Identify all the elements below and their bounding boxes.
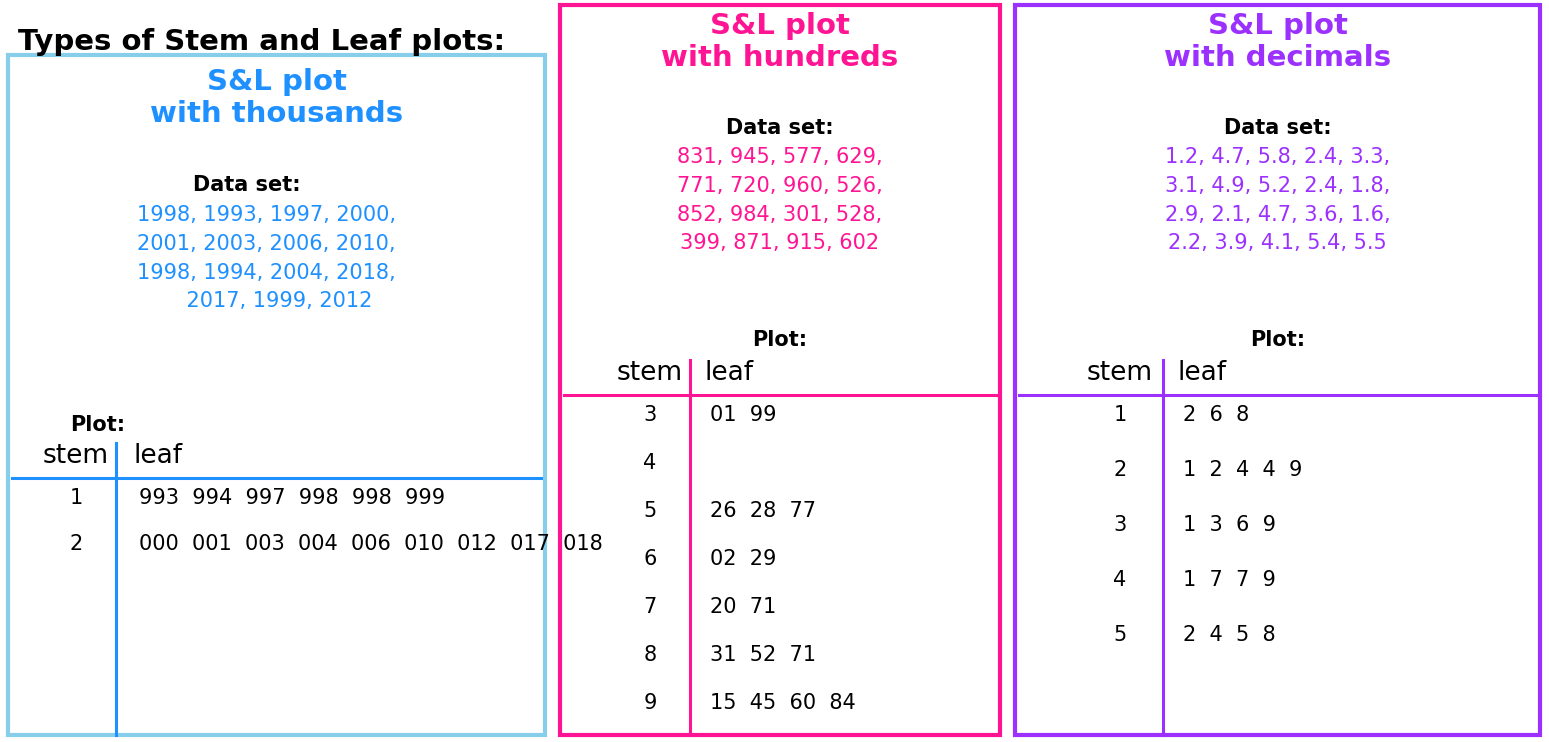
Text: Plot:: Plot: bbox=[70, 415, 125, 435]
Text: 1998, 1993, 1997, 2000,
2001, 2003, 2006, 2010,
1998, 1994, 2004, 2018,
    2017: 1998, 1993, 1997, 2000, 2001, 2003, 2006… bbox=[136, 205, 397, 312]
Text: Plot:: Plot: bbox=[1250, 330, 1306, 350]
Text: 31  52  71: 31 52 71 bbox=[709, 645, 816, 665]
Text: 1  3  6  9: 1 3 6 9 bbox=[1183, 515, 1276, 535]
Text: S&L plot
with thousands: S&L plot with thousands bbox=[150, 68, 403, 128]
Bar bbox=[8, 55, 545, 735]
Text: 2  6  8: 2 6 8 bbox=[1183, 405, 1248, 425]
Text: 20  71: 20 71 bbox=[709, 597, 776, 617]
Text: 1  7  7  9: 1 7 7 9 bbox=[1183, 570, 1276, 590]
Text: 1  2  4  4  9: 1 2 4 4 9 bbox=[1183, 460, 1303, 480]
Text: 993  994  997  998  998  999: 993 994 997 998 998 999 bbox=[139, 488, 445, 508]
Text: 3: 3 bbox=[1114, 515, 1126, 535]
Text: 831, 945, 577, 629,
771, 720, 960, 526,
852, 984, 301, 528,
399, 871, 915, 602: 831, 945, 577, 629, 771, 720, 960, 526, … bbox=[677, 147, 883, 254]
Text: 1: 1 bbox=[1114, 405, 1126, 425]
Text: 3: 3 bbox=[643, 405, 657, 425]
Text: 15  45  60  84: 15 45 60 84 bbox=[709, 693, 855, 713]
Text: 5: 5 bbox=[1114, 625, 1126, 645]
Text: 1: 1 bbox=[70, 488, 82, 508]
Text: 6: 6 bbox=[643, 549, 657, 569]
Text: 5: 5 bbox=[643, 501, 657, 521]
Text: Data set:: Data set: bbox=[192, 175, 301, 195]
Text: 4: 4 bbox=[643, 453, 657, 473]
Text: stem: stem bbox=[1087, 360, 1152, 386]
Text: 000  001  003  004  006  010  012  017  018: 000 001 003 004 006 010 012 017 018 bbox=[139, 534, 603, 554]
Bar bbox=[561, 5, 1001, 735]
Text: 9: 9 bbox=[643, 693, 657, 713]
Text: leaf: leaf bbox=[1177, 360, 1227, 386]
Text: S&L plot
with decimals: S&L plot with decimals bbox=[1163, 12, 1391, 73]
Text: leaf: leaf bbox=[135, 443, 183, 469]
Text: 26  28  77: 26 28 77 bbox=[709, 501, 816, 521]
Text: 4: 4 bbox=[1114, 570, 1126, 590]
Text: Types of Stem and Leaf plots:: Types of Stem and Leaf plots: bbox=[19, 28, 505, 56]
Text: 7: 7 bbox=[643, 597, 657, 617]
Text: 2  4  5  8: 2 4 5 8 bbox=[1183, 625, 1276, 645]
Text: stem: stem bbox=[43, 443, 108, 469]
Text: S&L plot
with hundreds: S&L plot with hundreds bbox=[661, 12, 898, 73]
Text: Data set:: Data set: bbox=[726, 118, 833, 138]
Text: Plot:: Plot: bbox=[753, 330, 807, 350]
Text: 1.2, 4.7, 5.8, 2.4, 3.3,
3.1, 4.9, 5.2, 2.4, 1.8,
2.9, 2.1, 4.7, 3.6, 1.6,
2.2, : 1.2, 4.7, 5.8, 2.4, 3.3, 3.1, 4.9, 5.2, … bbox=[1165, 147, 1391, 254]
Text: 2: 2 bbox=[1114, 460, 1126, 480]
Text: leaf: leaf bbox=[705, 360, 754, 386]
Text: Data set:: Data set: bbox=[1224, 118, 1331, 138]
Bar bbox=[1015, 5, 1540, 735]
Text: 01  99: 01 99 bbox=[709, 405, 776, 425]
Text: 8: 8 bbox=[643, 645, 657, 665]
Text: 2: 2 bbox=[70, 534, 82, 554]
Text: stem: stem bbox=[617, 360, 683, 386]
Text: 02  29: 02 29 bbox=[709, 549, 776, 569]
